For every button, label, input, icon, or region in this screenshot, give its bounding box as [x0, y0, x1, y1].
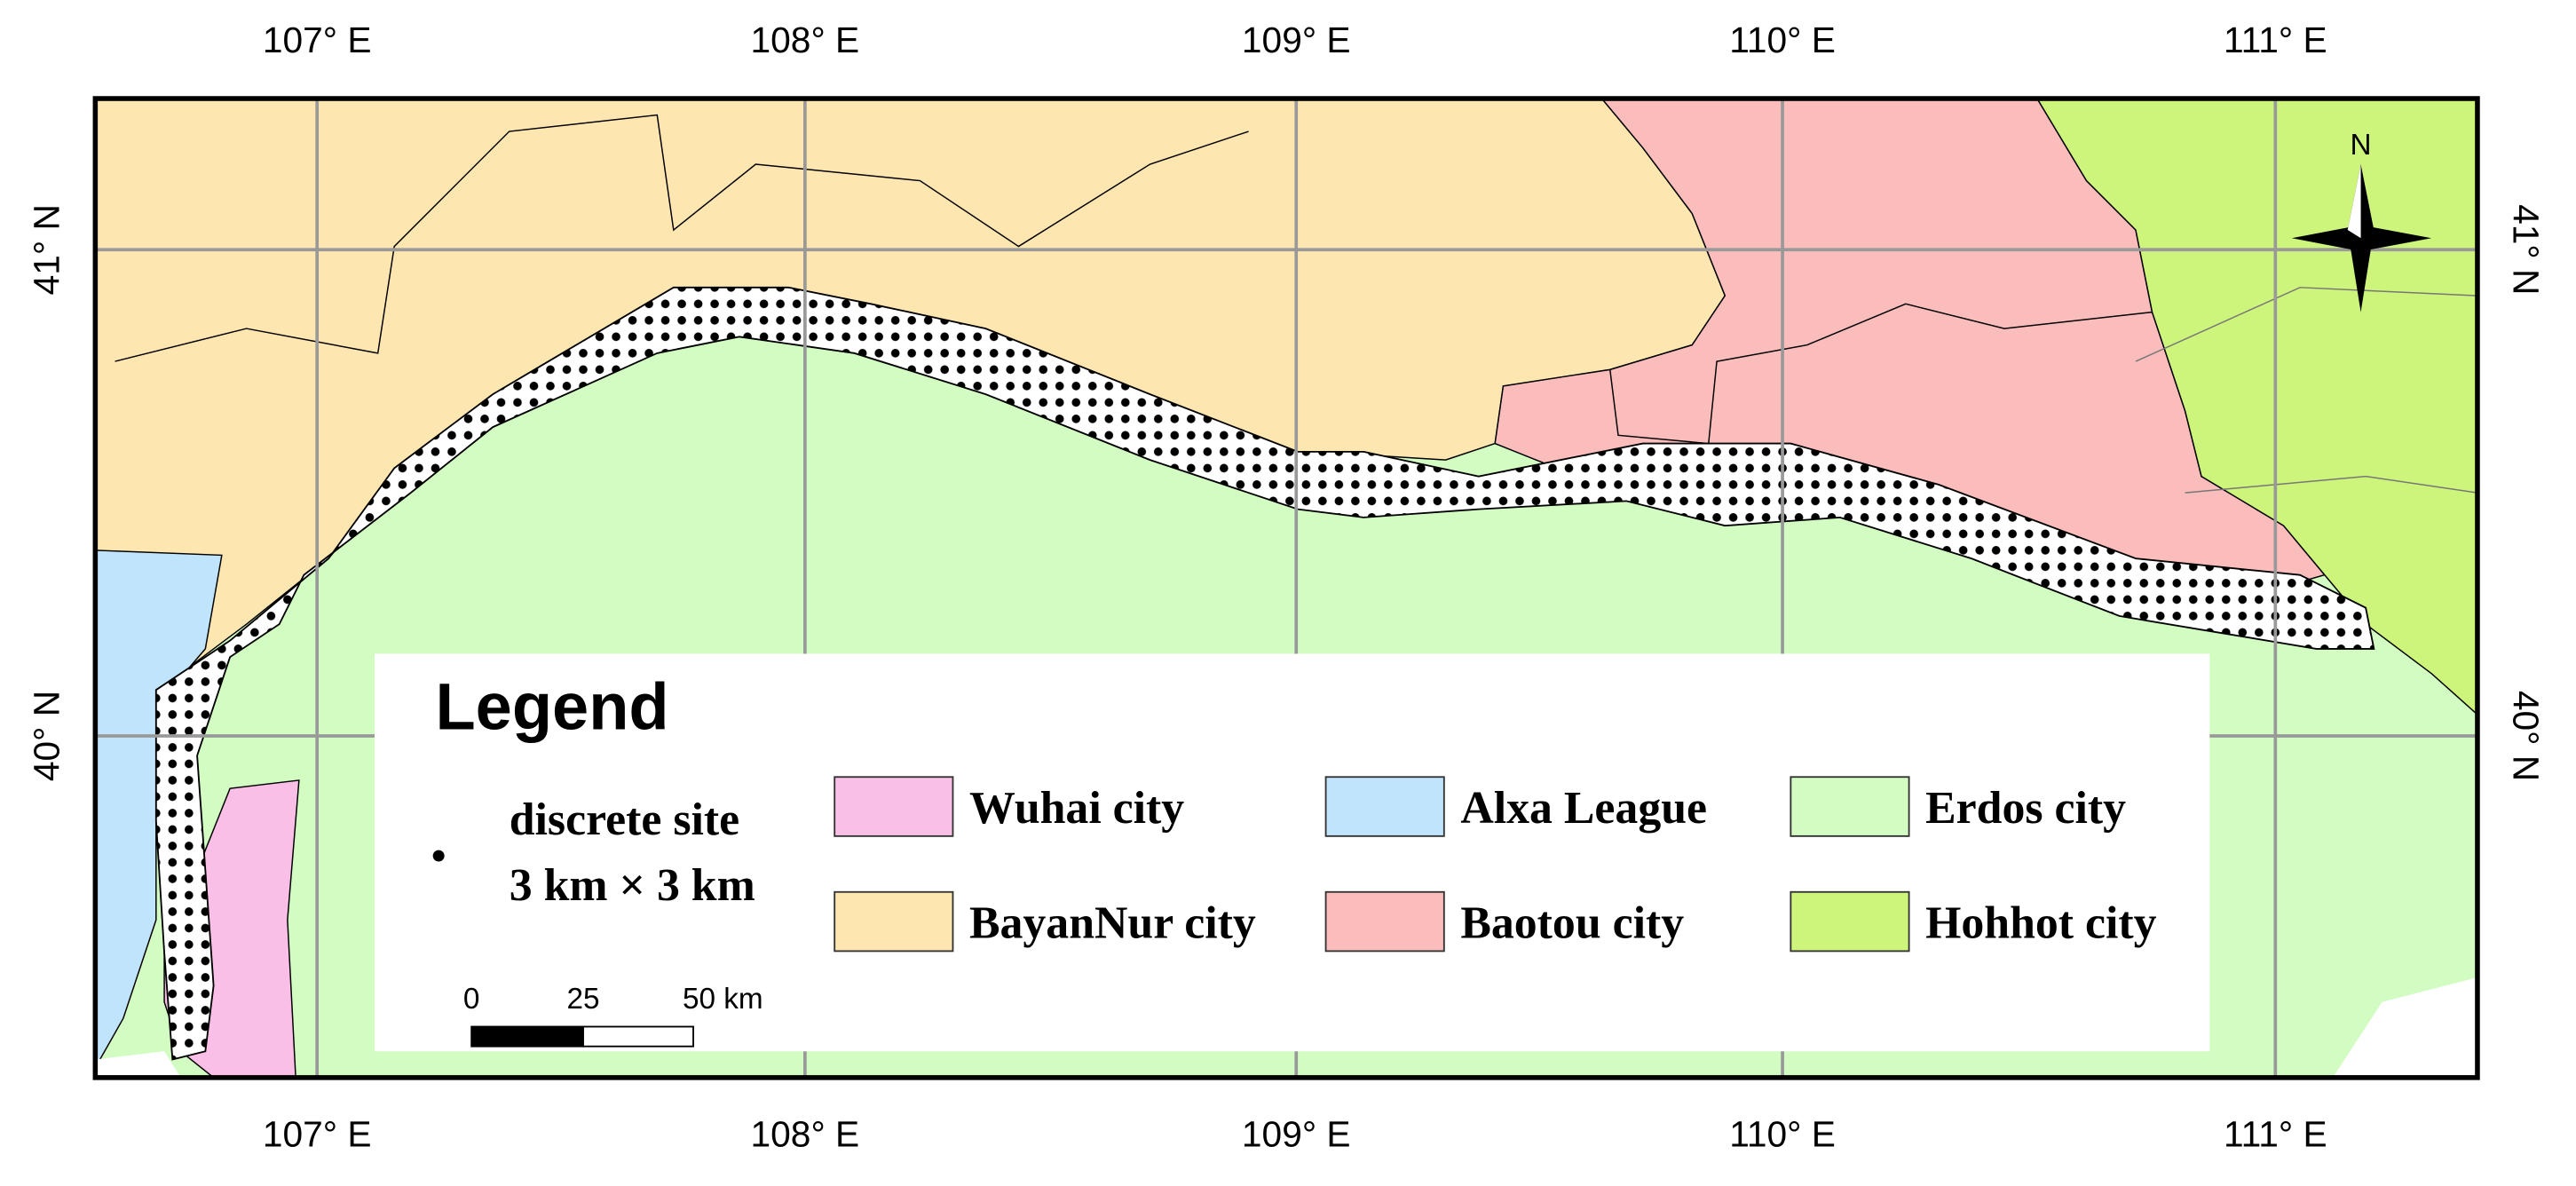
- left-lat-label: 41° N: [27, 204, 67, 295]
- right-lat-label: 41° N: [2506, 204, 2547, 295]
- legend-swatch: [1324, 776, 1445, 837]
- boundaries: [115, 114, 2477, 494]
- discrete-site-band: [154, 286, 2375, 1061]
- legend-label: Alxa League: [1460, 783, 1707, 834]
- boundary-line: [2135, 287, 2477, 494]
- top-lon-label: 109° E: [1242, 20, 1351, 60]
- legend-swatch: [1790, 890, 1910, 953]
- site-symbol: [432, 850, 445, 862]
- bottom-lon-label: 107° E: [263, 1114, 372, 1155]
- scale-label: 50 km: [683, 983, 763, 1016]
- map-frame: [92, 96, 2480, 1080]
- left-lat-label: 40° N: [27, 691, 67, 781]
- top-lon-label: 108° E: [751, 20, 860, 60]
- north-arrow-highlight: [2347, 164, 2361, 239]
- legend-swatch: [834, 890, 954, 953]
- bottom-lon-label: 110° E: [1729, 1114, 1836, 1155]
- legend-label: Baotou city: [1460, 898, 1684, 949]
- scale-bar-white: [582, 1025, 694, 1048]
- scale-label: 0: [463, 983, 480, 1016]
- site-label: discrete site: [510, 795, 739, 845]
- north-label: N: [2351, 129, 2372, 162]
- legend: Legend discrete site 3 km × 3 km Wuhai city…: [374, 653, 2210, 1052]
- north-arrow-ew: [2291, 225, 2432, 252]
- boundary-line: [115, 114, 1249, 362]
- north-arrow: [2291, 164, 2432, 312]
- legend-label: BayanNur city: [969, 898, 1256, 949]
- outside-area: [95, 1051, 181, 1078]
- legend-swatch: [1790, 776, 1910, 837]
- boundary-line: [1609, 303, 2153, 445]
- legend-title: Legend: [435, 670, 668, 744]
- scale-label: 25: [566, 983, 599, 1016]
- outside-area: [2333, 976, 2477, 1078]
- legend-swatch: [1324, 890, 1445, 953]
- legend-label: Wuhai city: [969, 783, 1184, 834]
- site-label: 3 km × 3 km: [510, 860, 755, 911]
- top-lon-label: 111° E: [2224, 20, 2327, 60]
- bottom-lon-label: 111° E: [2224, 1114, 2327, 1155]
- legend-background: [374, 653, 2210, 1052]
- bottom-lon-label: 109° E: [1242, 1114, 1351, 1155]
- legend-label: Erdos city: [1925, 783, 2126, 834]
- top-lon-label: 110° E: [1729, 20, 1836, 60]
- top-lon-label: 107° E: [263, 20, 372, 60]
- legend-swatch: [834, 776, 954, 837]
- scale-bar-black: [470, 1025, 584, 1048]
- legend-label: Hohhot city: [1925, 898, 2157, 949]
- bottom-lon-label: 108° E: [751, 1114, 860, 1155]
- right-lat-label: 40° N: [2506, 691, 2547, 781]
